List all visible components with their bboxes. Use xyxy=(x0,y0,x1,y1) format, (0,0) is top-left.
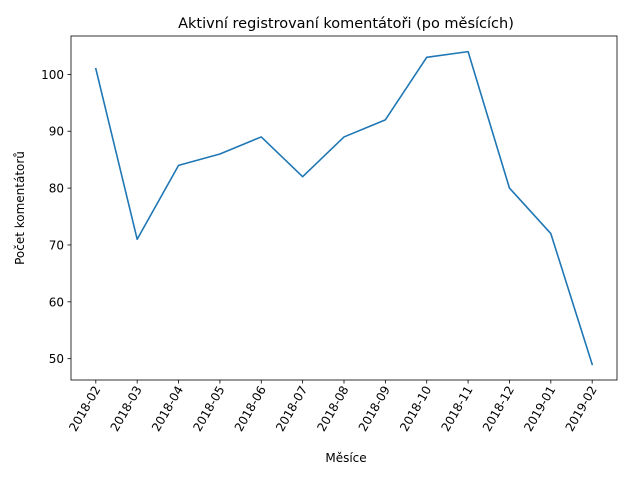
x-tick-label: 2018-12 xyxy=(480,384,517,434)
y-tick-label: 100 xyxy=(41,68,64,82)
plot-frame xyxy=(70,35,618,381)
x-tick-label: 2018-07 xyxy=(273,384,310,434)
x-tick-label: 2019-02 xyxy=(563,384,600,434)
y-tick-label: 60 xyxy=(49,295,64,309)
x-tick-label: 2018-05 xyxy=(190,384,227,434)
chart-title: Aktivní registrovaní komentátoři (po měs… xyxy=(178,16,514,32)
x-tick-label: 2018-04 xyxy=(149,384,186,434)
x-tick-label: 2018-09 xyxy=(356,384,393,434)
y-axis: 50 60 70 80 90 100 xyxy=(41,68,71,366)
x-tick-label: 2018-11 xyxy=(438,384,475,434)
y-tick-label: 50 xyxy=(49,352,64,366)
x-tick-label: 2018-06 xyxy=(232,384,269,434)
x-tick-label: 2018-10 xyxy=(397,384,434,434)
y-tick-label: 70 xyxy=(49,238,64,252)
x-tick-label: 2018-02 xyxy=(66,384,103,434)
series-line xyxy=(94,50,594,366)
x-tick-label: 2018-08 xyxy=(314,384,351,434)
x-tick-label: 2019-01 xyxy=(521,384,558,434)
x-axis: 2018-02 2018-03 2018-04 2018-05 2018-06 2018-… xyxy=(66,380,600,434)
y-tick-label: 90 xyxy=(49,125,64,139)
y-tick-label: 80 xyxy=(49,182,64,196)
y-axis-label: Počet komentátorů xyxy=(13,151,27,265)
x-tick-label: 2018-03 xyxy=(108,384,145,434)
x-axis-label: Měsíce xyxy=(325,451,366,465)
